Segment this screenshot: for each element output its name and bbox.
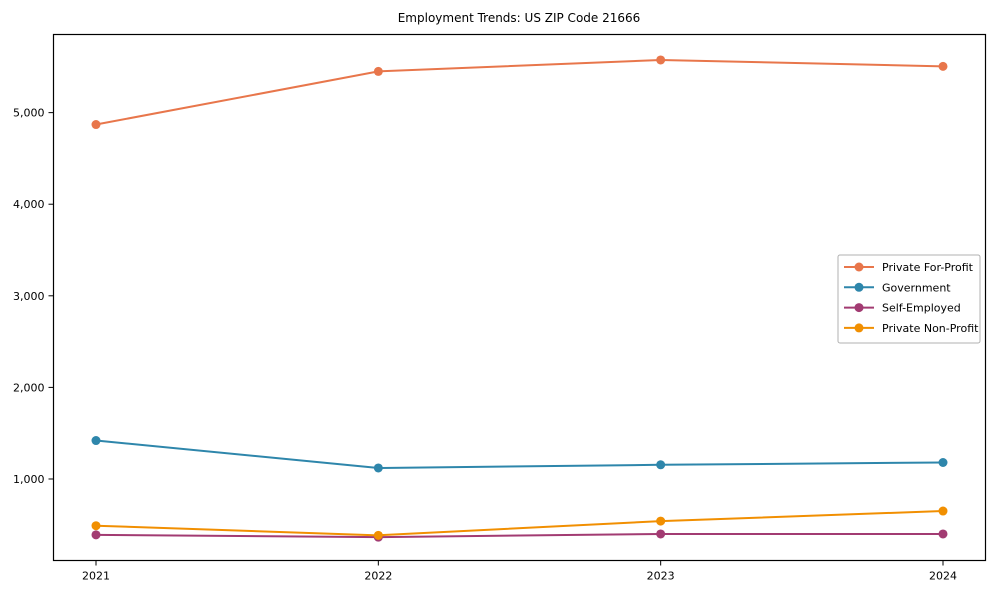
data-point-self-employed xyxy=(938,529,948,539)
data-point-private-non-profit xyxy=(91,521,101,531)
series xyxy=(91,55,948,542)
data-point-self-employed xyxy=(656,529,666,539)
x-tick-label: 2024 xyxy=(929,570,957,583)
plot-border xyxy=(52,33,987,562)
legend-marker-private-non-profit xyxy=(854,323,864,333)
data-point-private-non-profit xyxy=(656,516,666,526)
data-point-government xyxy=(373,463,383,473)
data-point-government xyxy=(91,436,101,446)
data-point-private-for-profit xyxy=(938,61,948,71)
data-point-self-employed xyxy=(91,530,101,540)
x-tick-label: 2021 xyxy=(82,570,110,583)
y-tick-label: 4,000 xyxy=(13,198,45,211)
data-point-private-non-profit xyxy=(938,506,948,516)
legend-box xyxy=(837,254,981,344)
legend-item-private-for-profit: Private For-Profit xyxy=(844,261,974,274)
axes: 1,000 2,000 3,000 4,000 5,000 2021 2022 2023 202… xyxy=(13,33,987,583)
legend-label-private-non-profit: Private Non-Profit xyxy=(882,322,979,335)
legend-label-private-for-profit: Private For-Profit xyxy=(882,261,974,274)
data-point-private-for-profit xyxy=(656,55,666,65)
data-point-private-for-profit xyxy=(91,120,101,130)
y-tick-label: 2,000 xyxy=(13,381,45,394)
data-point-private-for-profit xyxy=(373,66,383,76)
series-line-private-for-profit xyxy=(95,58,944,126)
legend: Private For-Profit Government Self-Employe… xyxy=(837,254,981,344)
legend-label-government: Government xyxy=(882,281,951,294)
legend-marker-self-employed xyxy=(854,303,864,313)
x-tick-label: 2023 xyxy=(647,570,675,583)
legend-item-self-employed: Self-Employed xyxy=(844,302,961,315)
y-tick-label: 1,000 xyxy=(13,473,45,486)
y-tick-label: 5,000 xyxy=(13,107,45,120)
x-tick-label: 2022 xyxy=(364,570,392,583)
data-point-government xyxy=(938,457,948,467)
series-line-self-employed xyxy=(95,532,943,539)
legend-marker-government xyxy=(854,282,864,292)
legend-marker-private-for-profit xyxy=(854,262,864,272)
legend-item-government: Government xyxy=(844,281,951,294)
data-point-government xyxy=(656,460,666,470)
legend-item-private-non-profit: Private Non-Profit xyxy=(844,322,979,335)
series-line-government xyxy=(95,439,944,469)
series-line-private-non-profit xyxy=(95,510,944,537)
data-point-private-non-profit xyxy=(373,530,383,540)
legend-label-self-employed: Self-Employed xyxy=(882,302,961,315)
chart-title: Employment Trends: US ZIP Code 21666 xyxy=(398,11,641,25)
y-tick-label: 3,000 xyxy=(13,290,45,303)
